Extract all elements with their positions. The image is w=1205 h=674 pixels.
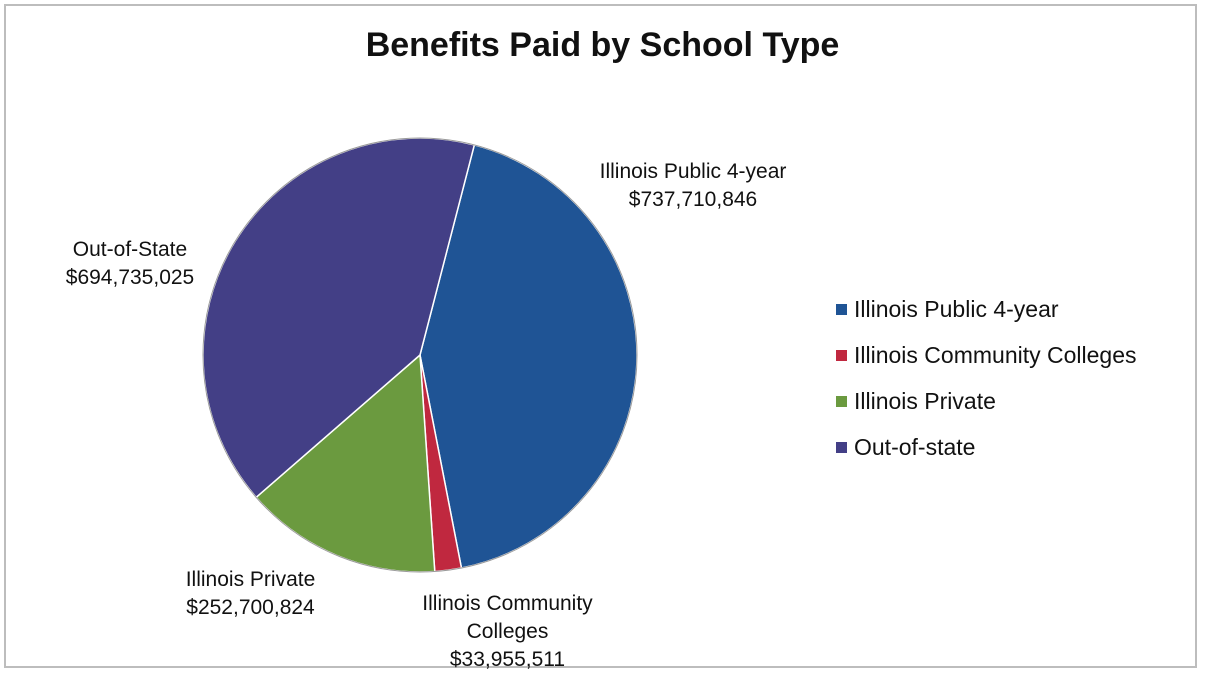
data-label-public-4-year: Illinois Public 4-year $737,710,846 bbox=[585, 158, 801, 214]
legend-swatch bbox=[836, 395, 847, 407]
legend-label: Out-of-state bbox=[854, 433, 976, 460]
legend: Illinois Public 4-year Illinois Communit… bbox=[836, 286, 1137, 470]
legend-item: Illinois Community Colleges bbox=[836, 332, 1137, 378]
legend-swatch bbox=[836, 441, 847, 453]
data-label-line: $694,735,025 bbox=[65, 266, 195, 289]
legend-swatch bbox=[836, 303, 847, 315]
data-label-line: Illinois Public 4-year bbox=[599, 160, 787, 183]
data-label-line: Illinois Private bbox=[185, 568, 316, 591]
data-label-out-of-state: Out-of-State $694,735,025 bbox=[24, 236, 236, 292]
legend-label: Illinois Private bbox=[854, 387, 996, 414]
legend-item: Illinois Private bbox=[836, 378, 1137, 424]
data-label-line: $252,700,824 bbox=[186, 596, 315, 619]
legend-label: Illinois Public 4-year bbox=[854, 295, 1059, 322]
data-label-line: Out-of-State bbox=[72, 238, 188, 261]
data-label-private: Illinois Private $252,700,824 bbox=[168, 566, 333, 622]
chart-title: Benefits Paid by School Type bbox=[365, 26, 840, 64]
legend-label: Illinois Community Colleges bbox=[854, 341, 1137, 368]
legend-item: Out-of-state bbox=[836, 424, 1137, 470]
data-label-line: $33,955,511 bbox=[449, 648, 566, 671]
legend-item: Illinois Public 4-year bbox=[836, 286, 1137, 332]
legend-swatch bbox=[836, 349, 847, 361]
data-label-line: Illinois Community bbox=[422, 592, 593, 615]
data-label-line: $737,710,846 bbox=[628, 188, 758, 211]
data-label-community-colleges: Illinois Community Colleges $33,955,511 bbox=[400, 590, 615, 674]
data-label-line: Colleges bbox=[466, 620, 549, 643]
pie-outline bbox=[202, 137, 638, 573]
